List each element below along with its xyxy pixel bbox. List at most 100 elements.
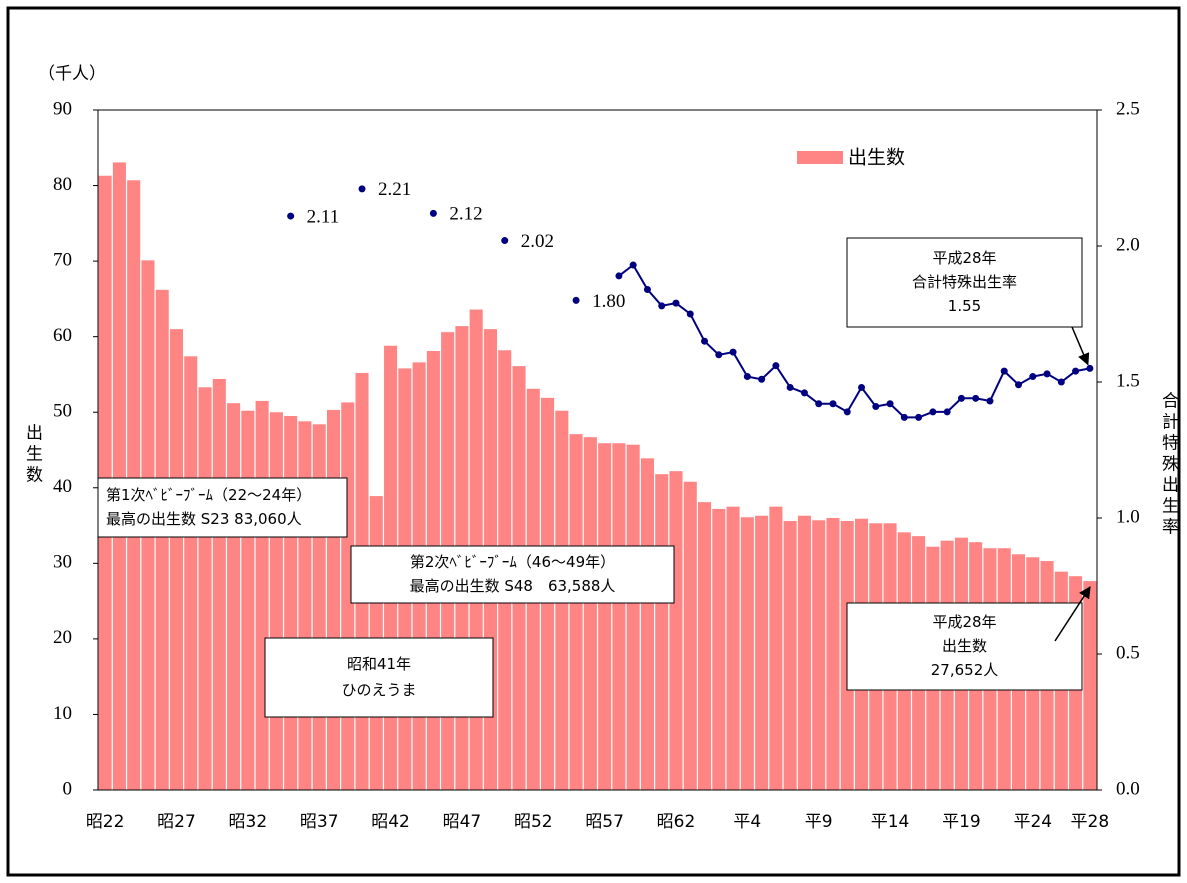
legend-swatch xyxy=(797,151,843,164)
bar xyxy=(269,412,283,790)
point xyxy=(772,362,780,370)
x-tick-label: 昭47 xyxy=(443,812,482,832)
y2-tick-label: 0.5 xyxy=(1116,642,1140,663)
y2-tick-label: 2.0 xyxy=(1116,234,1140,255)
bar xyxy=(797,515,811,790)
bar xyxy=(169,329,184,790)
point xyxy=(743,373,751,381)
x-tick-label: 昭57 xyxy=(585,812,624,832)
annotation-text: 1.55 xyxy=(948,297,981,315)
unit-label: （千人） xyxy=(38,64,106,84)
annotation-box xyxy=(350,545,675,604)
y-tick-label: 80 xyxy=(53,174,72,195)
point xyxy=(758,375,766,383)
point xyxy=(701,337,709,345)
point xyxy=(1043,370,1051,378)
y-tick-label: 70 xyxy=(53,249,72,270)
data-label: 2.11 xyxy=(307,206,340,227)
bar xyxy=(612,443,626,790)
frame xyxy=(6,6,1181,877)
bar xyxy=(755,515,769,790)
point xyxy=(1072,367,1080,375)
bar xyxy=(198,387,212,790)
bar xyxy=(712,508,726,790)
x-tick-label: 昭27 xyxy=(157,812,196,832)
plot-border xyxy=(97,109,1098,791)
y-tick-label: 0 xyxy=(63,778,73,799)
point xyxy=(915,413,923,421)
annotation-box xyxy=(846,602,1083,691)
point xyxy=(815,400,823,408)
bar xyxy=(569,434,583,790)
bar xyxy=(155,289,169,790)
x-tick-label: 昭42 xyxy=(371,812,410,832)
bar xyxy=(626,444,640,790)
data-label: 2.02 xyxy=(521,231,554,252)
point xyxy=(658,302,666,310)
data-label: 1.80 xyxy=(592,291,625,312)
bar xyxy=(241,410,255,790)
x-tick-label: 平24 xyxy=(1013,812,1052,832)
bar xyxy=(212,378,226,790)
bar xyxy=(683,481,697,790)
bar xyxy=(669,471,683,790)
annotation-text: 合計特殊出生率 xyxy=(912,273,1017,291)
point xyxy=(843,408,851,416)
data-label: 2.12 xyxy=(449,204,482,225)
y-tick-label: 20 xyxy=(53,627,72,648)
bar xyxy=(726,506,740,790)
bar xyxy=(598,443,612,790)
y-tick-label: 60 xyxy=(53,325,72,346)
point xyxy=(643,286,651,294)
bar xyxy=(783,521,797,790)
bar xyxy=(326,409,341,790)
bar xyxy=(112,162,126,791)
point xyxy=(629,261,637,269)
x-tick-label: 昭32 xyxy=(229,812,268,832)
y2-tick-label: 0.0 xyxy=(1116,778,1140,799)
point xyxy=(972,394,980,402)
point xyxy=(501,237,509,245)
x-tick-label: 昭37 xyxy=(300,812,339,832)
point xyxy=(686,310,694,318)
bar xyxy=(227,403,241,790)
point xyxy=(900,413,908,421)
x-tick-label: 平9 xyxy=(805,812,833,832)
annotation-text: 最高の出生数 S23 83,060人 xyxy=(106,510,302,528)
point xyxy=(715,351,723,359)
point xyxy=(572,296,580,304)
y-tick-label: 90 xyxy=(53,98,72,119)
annotation-text: 27,652人 xyxy=(931,661,999,679)
x-tick-label: 平28 xyxy=(1071,812,1110,832)
bar xyxy=(826,518,840,790)
bar xyxy=(698,502,712,790)
y-tick-label: 30 xyxy=(53,552,72,573)
data-label: 2.21 xyxy=(378,179,411,200)
point xyxy=(829,400,837,408)
annotation-text: 第1次ﾍﾞﾋﾞｰﾌﾞｰﾑ（22～24年） xyxy=(106,486,311,504)
y2-axis-label: 合計特殊出生率 xyxy=(1158,391,1179,538)
point xyxy=(943,408,951,416)
x-tick-label: 平14 xyxy=(871,812,910,832)
point xyxy=(1015,381,1023,389)
y-tick-label: 50 xyxy=(53,401,72,422)
annotation-text: 平成28年 xyxy=(932,613,996,631)
point xyxy=(672,299,680,307)
y-axis-label: 出生数 xyxy=(22,423,43,486)
bar xyxy=(740,517,754,790)
point xyxy=(858,383,866,391)
line xyxy=(618,263,1091,419)
point xyxy=(929,408,937,416)
point xyxy=(1086,364,1094,372)
point xyxy=(800,389,808,397)
point xyxy=(429,209,437,217)
annotation-text: ひのえうま xyxy=(341,681,416,699)
bar xyxy=(298,421,312,790)
bar xyxy=(640,458,654,790)
bar xyxy=(583,437,597,790)
legend-label: 出生数 xyxy=(848,147,905,169)
x-tick-label: 平19 xyxy=(942,812,981,832)
point xyxy=(358,185,366,193)
